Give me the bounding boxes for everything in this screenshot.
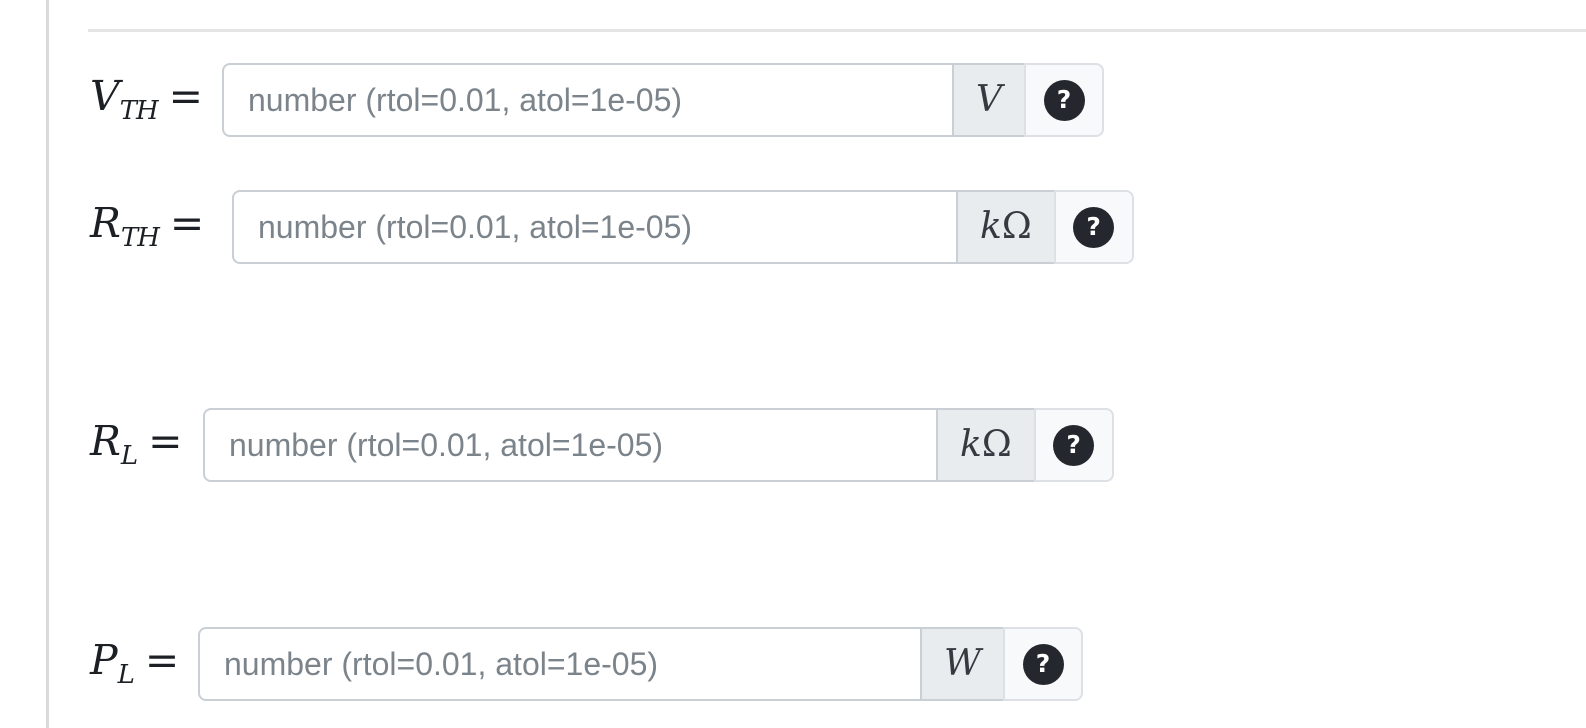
math-subscript: L [120, 441, 138, 471]
question-circle-icon: ? [1022, 643, 1064, 685]
answer-row: VTH= V ? [88, 63, 1586, 137]
question-mark-glyph: ? [1035, 648, 1051, 678]
section-divider [88, 29, 1586, 32]
number-input-group: W ? [198, 627, 1084, 701]
answer-row: PL= W ? [88, 627, 1586, 701]
equals-sign: = [148, 417, 183, 465]
number-input-group: kΩ ? [203, 408, 1114, 482]
help-addon[interactable]: ? [1024, 63, 1104, 137]
math-label: PL = [88, 640, 198, 690]
unit-text: k [980, 206, 1002, 247]
unit-text: k [960, 424, 982, 465]
math-label: VTH = [88, 76, 222, 126]
question-circle-icon: ? [1073, 206, 1115, 248]
number-input[interactable] [198, 627, 922, 701]
number-input[interactable] [203, 408, 938, 482]
question-mark-glyph: ? [1066, 429, 1081, 459]
question-mark-glyph: ? [1086, 211, 1101, 241]
math-symbol: R [90, 199, 121, 247]
answer-row: RTH= kΩ ? [88, 190, 1586, 264]
answer-rows: VTH= V ? RTH= kΩ ? RL= kΩ [88, 63, 1586, 701]
math-subscript: L [117, 660, 135, 690]
unit-text: W [944, 643, 982, 684]
unit-text: Ω [1001, 206, 1032, 247]
help-addon[interactable]: ? [1003, 627, 1084, 701]
math-subscript: TH [119, 96, 159, 126]
number-input-group: kΩ ? [232, 190, 1134, 264]
help-addon[interactable]: ? [1053, 190, 1134, 264]
equals-sign: = [169, 199, 205, 247]
card-left-border [46, 0, 49, 728]
answer-row: RL= kΩ ? [88, 408, 1586, 482]
math-symbol: V [90, 72, 120, 120]
number-input-group: V ? [222, 63, 1104, 137]
equals-sign: = [168, 72, 203, 120]
question-mark-glyph: ? [1056, 84, 1072, 114]
unit-text: V [976, 79, 1002, 120]
equals-sign: = [144, 636, 180, 684]
math-label: RL = [88, 421, 203, 471]
unit-suffix: V [952, 63, 1026, 137]
help-addon[interactable]: ? [1033, 408, 1114, 482]
question-panel: VTH= V ? RTH= kΩ ? RL= kΩ [88, 0, 1586, 701]
question-circle-icon: ? [1053, 424, 1095, 466]
math-label: RTH = [88, 203, 232, 253]
unit-text: Ω [981, 424, 1012, 465]
question-circle-icon: ? [1043, 79, 1085, 121]
number-input[interactable] [222, 63, 954, 137]
math-symbol: R [90, 417, 121, 465]
math-symbol: P [90, 636, 118, 684]
unit-suffix: W [920, 627, 1006, 701]
math-subscript: TH [120, 223, 160, 253]
number-input[interactable] [232, 190, 958, 264]
